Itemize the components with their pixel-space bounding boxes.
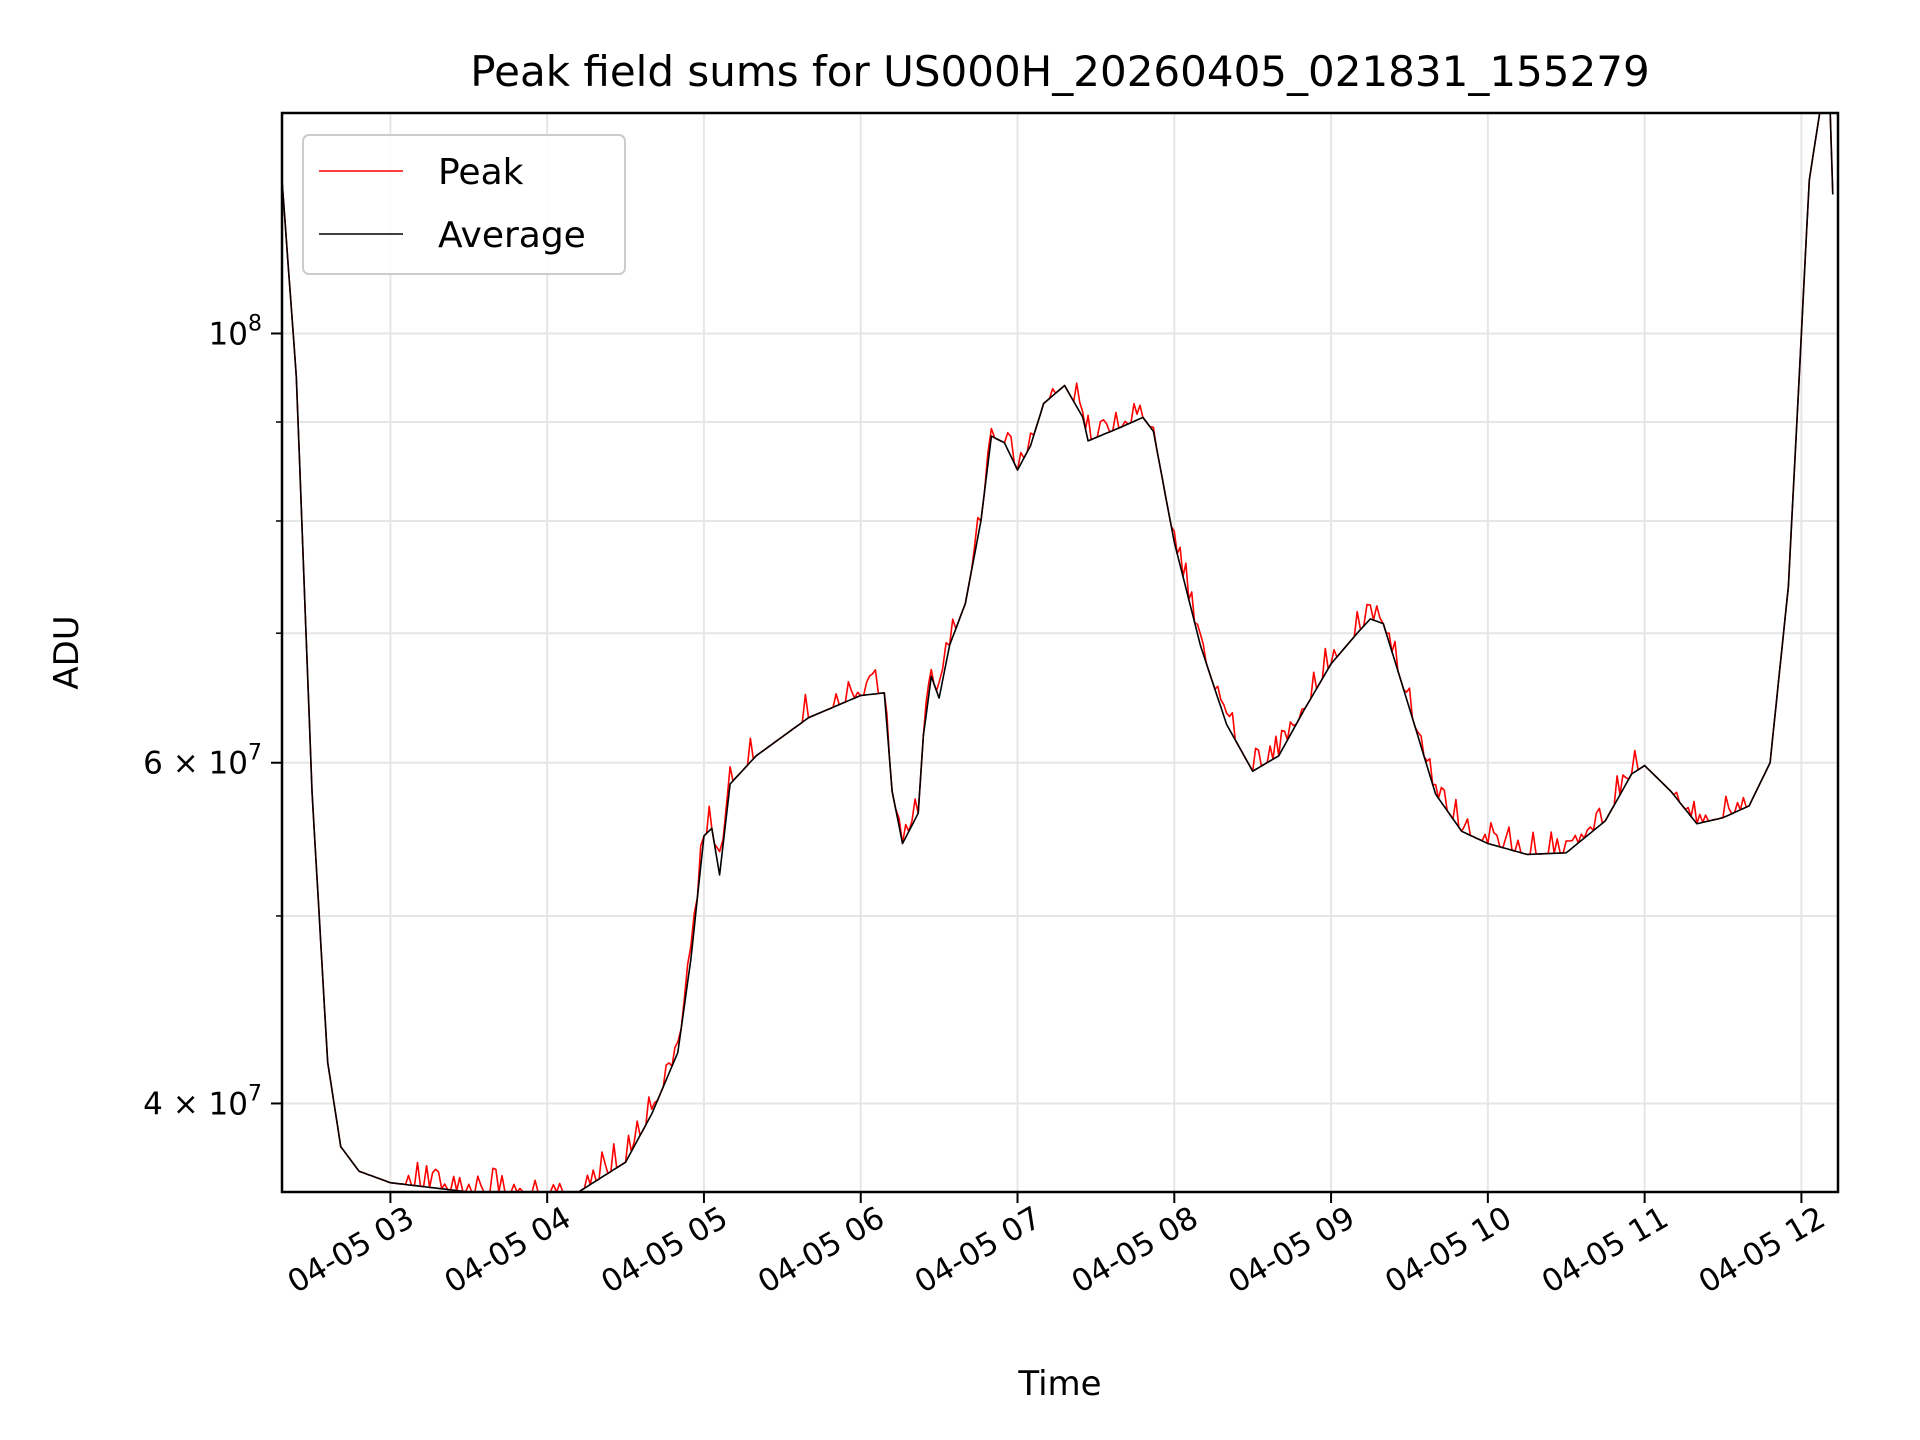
legend-label-peak: Peak (438, 152, 524, 193)
grid-layer (282, 113, 1838, 1192)
y-tick-base: 6 × 10 (143, 746, 248, 782)
legend-box (302, 134, 626, 275)
chart-title: Peak field sums for US000H_20260405_0218… (470, 47, 1649, 96)
y-axis-label: ADU (47, 615, 87, 689)
y-tick-base: 4 × 10 (143, 1086, 248, 1122)
plot-frame (280, 111, 1840, 1194)
y-tick-exponent: 7 (248, 1081, 262, 1106)
y-tick-exponent: 7 (248, 741, 262, 766)
y-tick-exponent: 8 (248, 311, 262, 336)
legend: Peak Average (302, 134, 626, 275)
y-tick-base: 10 (209, 316, 248, 352)
y-tick-label: 108 (209, 311, 262, 352)
legend-label-average: Average (438, 215, 586, 256)
y-tick-label: 6 × 107 (143, 741, 262, 782)
y-tick-label: 4 × 107 (143, 1081, 262, 1122)
x-axis-label: Time (1017, 1364, 1101, 1404)
